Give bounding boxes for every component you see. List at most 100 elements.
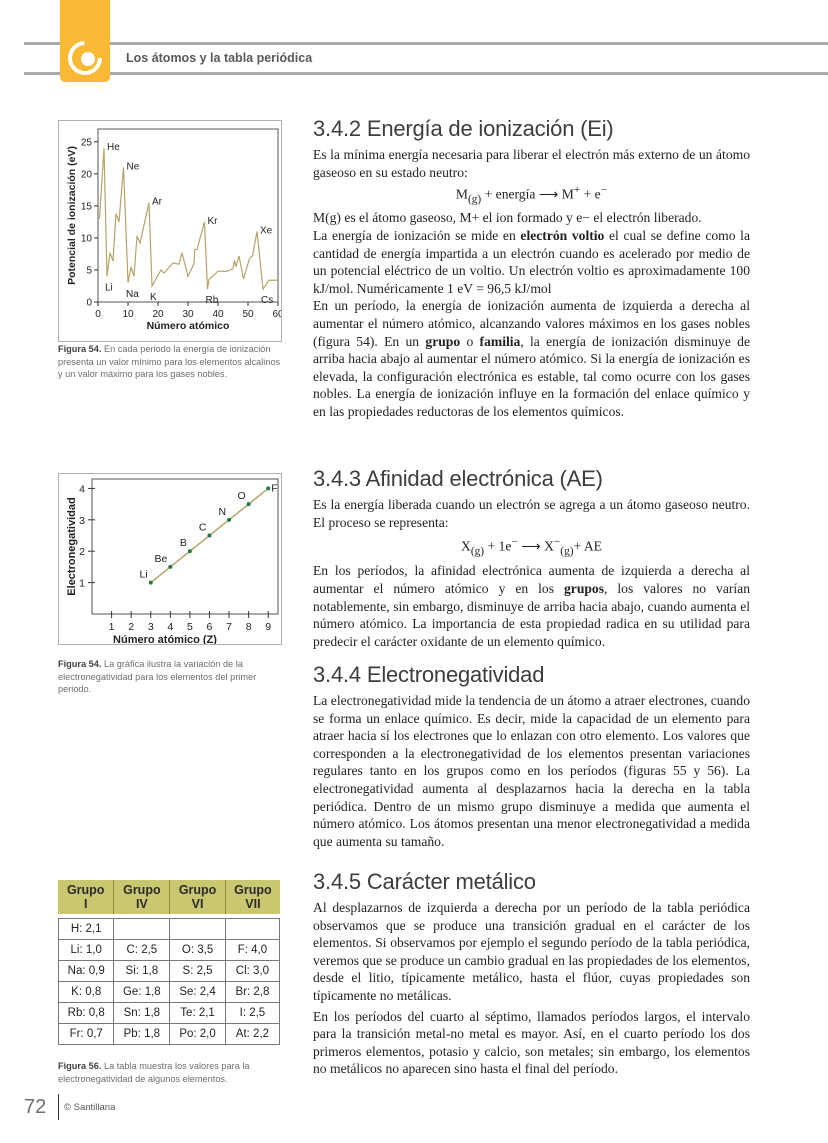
- section-heading: 3.4.4 Electronegatividad: [313, 662, 545, 687]
- y-tick-label: 1: [79, 578, 85, 590]
- table-cell: [114, 918, 171, 940]
- table-cell: K: 0,8: [58, 982, 115, 1003]
- section-3-4-4: 3.4.4 Electronegatividad La electronegat…: [313, 662, 750, 849]
- chapter-title: Los átomos y la tabla periódica: [126, 51, 313, 65]
- y-tick-label: 4: [79, 483, 85, 495]
- x-tick-label: 4: [167, 621, 173, 633]
- x-tick-label: 50: [242, 309, 254, 320]
- data-point: [246, 502, 251, 507]
- page-number: 72: [24, 1096, 47, 1118]
- spiral-circle-icon: [68, 41, 102, 75]
- table-cell: Se: 2,4: [170, 982, 226, 1003]
- table-row: Rb: 0,8 Sn: 1,8 Te: 2,1 I: 2,5: [58, 1003, 280, 1024]
- section-3-4-3: 3.4.3 Afinidad electrónica (AE) Es la en…: [313, 466, 750, 649]
- table-cell: Sn: 1,8: [114, 1003, 171, 1024]
- x-tick-label: 5: [187, 621, 193, 633]
- y-tick-label: 0: [86, 298, 92, 309]
- x-tick-label: 20: [152, 309, 164, 320]
- table-cell: C: 2,5: [114, 940, 171, 961]
- x-tick-label: 1: [109, 621, 115, 633]
- table-cell: [225, 918, 280, 940]
- table-row: H: 2,1: [58, 918, 280, 940]
- x-tick-label: 9: [265, 621, 271, 633]
- x-tick-label: 10: [122, 309, 134, 320]
- y-tick-label: 10: [81, 233, 93, 244]
- element-label: Rb: [206, 295, 219, 306]
- data-point: [227, 517, 232, 522]
- table-cell: Fr: 0,7: [58, 1024, 115, 1045]
- affinity-equation: X(g) + 1e− ⟶ X−(g)+ AE: [461, 536, 602, 558]
- table-cell: S: 2,5: [170, 961, 226, 982]
- element-label: He: [107, 142, 120, 153]
- x-tick-label: 2: [128, 621, 134, 633]
- element-label: Li: [140, 569, 148, 581]
- x-tick-label: 3: [148, 621, 154, 633]
- element-label: Ar: [152, 197, 163, 208]
- element-label: C: [199, 522, 207, 534]
- table-cell: [170, 918, 226, 940]
- section-3-4-5: 3.4.5 Carácter metálico Al desplazarnos …: [313, 869, 750, 1077]
- ionization-chart-frame: 0 10 20 30 40 50 60 0 5 10 15 20 25 Número atómico Pot…: [58, 120, 284, 342]
- element-label: Be: [154, 553, 167, 565]
- table-row: K: 0,8 Ge: 1,8 Se: 2,4 Br: 2,8: [58, 982, 280, 1003]
- table-cell: Po: 2,0: [170, 1024, 226, 1045]
- y-tick-label: 25: [81, 137, 93, 148]
- ionization-equation: M(g) + energía ⟶ M+ + e−: [455, 184, 608, 206]
- ionization-series-line: [98, 148, 278, 291]
- x-axis-label: Número atómico (Z): [113, 634, 217, 644]
- electronegativity-table: Grupo I Grupo IV Grupo VI Grupo VII H: 2,1 Li: 1…: [58, 880, 280, 1045]
- x-tick-label: 40: [212, 309, 224, 320]
- table-cell: Te: 2,1: [170, 1003, 226, 1024]
- table-cell: Ge: 1,8: [114, 982, 171, 1003]
- y-tick-label: 5: [86, 265, 92, 276]
- element-label: B: [180, 537, 187, 549]
- table-row: Fr: 0,7 Pb: 1,8 Po: 2,0 At: 2,2: [58, 1024, 280, 1045]
- x-tick-label: 60: [272, 309, 281, 320]
- table-cell: O: 3,5: [170, 940, 226, 961]
- x-tick-label: 30: [182, 309, 194, 320]
- data-point: [207, 533, 212, 538]
- y-axis-label: Potencial de ionización (eV): [66, 146, 78, 285]
- figure-56-caption: Figura 56. La tabla muestra los valores …: [58, 1061, 250, 1084]
- table-cell: Na: 0,9: [58, 961, 115, 982]
- figure-54-caption: Figura 54. En cada periodo la energía de…: [58, 344, 281, 379]
- x-tick-label: 6: [207, 621, 213, 633]
- section-heading: 3.4.2 Energía de ionización (Ei): [313, 116, 614, 141]
- copyright: © Santillana: [64, 1102, 116, 1113]
- table-row: Li: 1,0 C: 2,5 O: 3,5 F: 4,0: [58, 940, 280, 961]
- element-label: Ne: [127, 161, 140, 172]
- electronegativity-chart-frame: 1 2 3 4 5 6 7 8 9 1 2 3 4 Número atómico (Z) Electrone…: [58, 473, 282, 646]
- table-header: Grupo I: [58, 880, 115, 914]
- element-label: N: [218, 506, 226, 518]
- table-cell: I: 2,5: [225, 1003, 280, 1024]
- section-3-4-2: 3.4.2 Energía de ionización (Ei) Es la m…: [313, 116, 750, 419]
- table-header: Grupo VI: [170, 880, 226, 914]
- table-cell: Rb: 0,8: [58, 1003, 115, 1024]
- x-axis-label: Número atómico: [147, 320, 230, 332]
- header-rule-bottom: [24, 72, 828, 75]
- ionization-chart: 0 10 20 30 40 50 60 0 5 10 15 20 25 Número atómico Pot…: [66, 128, 284, 332]
- x-tick-label: 8: [246, 621, 252, 633]
- table-cell: H: 2,1: [58, 918, 115, 940]
- header-rule-top: [24, 42, 828, 45]
- table-cell: Br: 2,8: [225, 982, 280, 1003]
- table-cell: At: 2,2: [225, 1024, 280, 1045]
- data-point: [187, 549, 192, 554]
- x-tick-label: 7: [226, 621, 232, 633]
- footer-divider: [58, 1094, 59, 1120]
- y-tick-label: 2: [79, 546, 85, 558]
- element-label: F: [271, 482, 277, 494]
- table-cell: Li: 1,0: [58, 940, 115, 961]
- table-header: Grupo VII: [225, 880, 280, 914]
- y-tick-label: 3: [79, 515, 85, 527]
- section-heading: 3.4.3 Afinidad electrónica (AE): [313, 466, 603, 491]
- element-label: O: [237, 490, 245, 502]
- table-header: Grupo IV: [114, 880, 171, 914]
- table-cell: Cl: 3,0: [225, 961, 280, 982]
- table-cell: Si: 1,8: [114, 961, 171, 982]
- element-label: Li: [105, 282, 113, 293]
- data-point: [266, 486, 271, 491]
- table-cell: Pb: 1,8: [114, 1024, 171, 1045]
- data-point: [168, 564, 173, 569]
